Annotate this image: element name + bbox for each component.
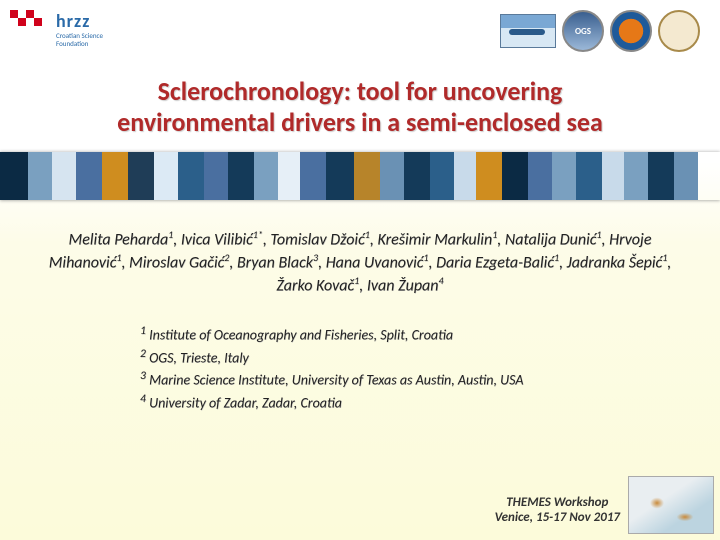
author-affil-ref: 1 [596,228,601,241]
stripe-segment [476,152,502,200]
affiliation-text: Institute of Oceanography and Fisheries,… [149,327,453,344]
author-name: Bryan Black [237,254,313,273]
stripe-segment [354,152,380,200]
author-name: Ivan Župan [367,277,439,296]
affiliation-text: OGS, Trieste, Italy [149,349,249,366]
stripe-segment [300,152,326,200]
stripe-segment [576,152,602,200]
stripe-segment [76,152,102,200]
author-name: Miroslav Gačić [129,254,224,273]
corner-map-icon [628,476,714,534]
author-affil-ref: 1 [365,228,370,241]
stripe-segment [674,152,698,200]
author-affil-ref: 1 [492,228,497,241]
slide-title: Sclerochronology: tool for uncovering en… [40,76,680,138]
author-affil-ref: 1 [554,251,559,264]
stripe-segment [454,152,476,200]
hrzz-checker-icon [10,10,42,26]
stripe-segment [552,152,576,200]
affiliation-line: 2 OGS, Trieste, Italy [140,346,680,369]
hrzz-logo-sub2: Foundation [56,40,103,48]
affiliation-line: 4 University of Zadar, Zadar, Croatia [140,391,680,414]
affiliation-line: 1 Institute of Oceanography and Fisherie… [140,323,680,346]
affiliation-key: 4 [140,392,146,406]
author-name: Krešimir Markulin [377,231,492,250]
author-name: Jadranka Šepić [567,254,663,273]
stripe-segment [430,152,454,200]
ogs-label: OGS [575,26,591,37]
author-affil-ref: 1 [116,251,121,264]
author-affil-ref: 1 [354,274,359,287]
author-name: Žarko Kovač [276,277,354,296]
author-name: Melita Peharda [69,231,169,250]
stripe-segment [404,152,430,200]
author-affil-ref: 1* [253,228,263,241]
stripe-segment [102,152,128,200]
partner-logo-1-icon [500,14,556,48]
hrzz-logo: hrzz Croatian Science Foundation [10,10,103,47]
affiliation-text: Marine Science Institute, University of … [149,372,523,389]
partner-logo-3-icon [610,10,652,52]
stripe-segment [648,152,674,200]
ogs-logo-icon: OGS [562,10,604,52]
stripe-segment [154,152,178,200]
author-affil-ref: 1 [662,251,667,264]
affiliation-text: University of Zadar, Zadar, Croatia [149,395,342,412]
title-block: Sclerochronology: tool for uncovering en… [0,60,720,152]
footer-line-2: Venice, 15-17 Nov 2017 [495,510,620,526]
hrzz-logo-text: hrzz Croatian Science Foundation [56,10,103,47]
authors-list: Melita Peharda1, Ivica Vilibić1*, Tomisl… [0,200,720,309]
affiliation-key: 3 [140,369,146,383]
stripe-segment [0,152,28,200]
author-name: Tomislav Džoić [270,231,364,250]
stripe-segment [228,152,254,200]
header-logo-row: hrzz Croatian Science Foundation OGS [0,0,720,60]
author-name: Ivica Vilibić [181,231,253,250]
title-line-2: environmental drivers in a semi-enclosed… [117,106,603,138]
partner-logo-4-icon [658,10,700,52]
title-line-1: Sclerochronology: tool for uncovering [158,75,563,107]
affiliation-key: 1 [140,324,146,338]
footer-event-info: THEMES Workshop Venice, 15-17 Nov 2017 [495,495,620,526]
affiliation-line: 3 Marine Science Institute, University o… [140,368,680,391]
author-name: Hana Uvanović [326,254,424,273]
footer-line-1: THEMES Workshop [495,495,620,511]
decorative-stripe-band [0,152,720,200]
author-affil-ref: 4 [439,274,444,287]
stripe-segment [52,152,76,200]
stripe-segment [528,152,552,200]
stripe-segment [178,152,204,200]
stripe-segment [380,152,404,200]
author-affil-ref: 1 [168,228,173,241]
author-affil-ref: 3 [313,251,318,264]
author-name: Natalija Dunić [505,231,597,250]
stripe-segment [624,152,648,200]
hrzz-logo-main: hrzz [56,10,103,32]
author-name: Daria Ezgeta-Balić [436,254,554,273]
stripe-segment [602,152,624,200]
author-affil-ref: 1 [423,251,428,264]
stripe-segment [502,152,528,200]
stripe-segment [326,152,354,200]
stripe-segment [254,152,278,200]
partner-logos: OGS [500,10,700,52]
stripe-segment [278,152,300,200]
author-affil-ref: 2 [224,251,229,264]
stripe-segment [204,152,228,200]
stripe-segment [128,152,154,200]
affiliations-list: 1 Institute of Oceanography and Fisherie… [0,309,720,424]
affiliation-key: 2 [140,347,146,361]
stripe-segment [28,152,52,200]
